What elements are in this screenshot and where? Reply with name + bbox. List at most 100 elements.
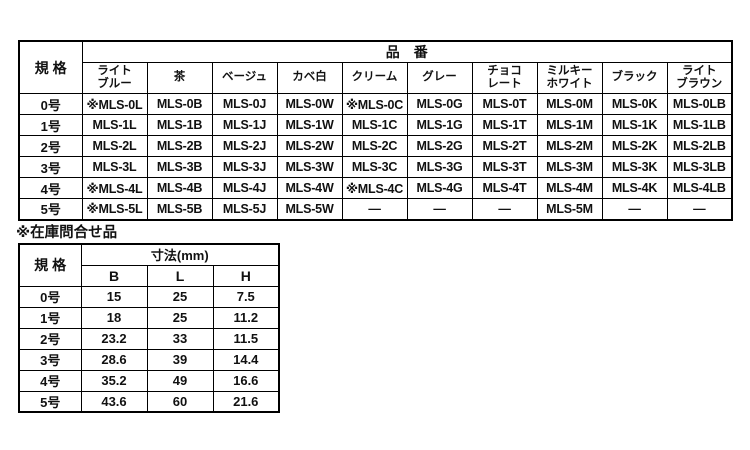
part-number-cell: MLS-0J [211,93,278,115]
part-number-cell: MLS-5M [536,198,603,220]
part-number-cell: MLS-2C [341,135,408,157]
part-number-cell: MLS-1G [406,114,473,136]
part-number-cell: — [666,198,733,220]
part-number-cell: MLS-3J [211,156,278,178]
column-header-wall-white: カベ白 [276,62,343,94]
column-header-light-blue: ライト ブルー [81,62,148,94]
part-number-cell: MLS-1W [276,114,343,136]
part-number-cell: — [406,198,473,220]
part-number-cell: MLS-1B [146,114,213,136]
part-number-cell: MLS-3T [471,156,538,178]
part-number-cell: MLS-2J [211,135,278,157]
row-header-size: 3号 [18,156,83,178]
dimension-cell: 49 [146,369,214,392]
part-number-cell: MLS-3G [406,156,473,178]
dimension-cell: 33 [146,327,214,350]
part-number-cell: — [601,198,668,220]
part-number-cell: MLS-0B [146,93,213,115]
part-number-cell: MLS-3B [146,156,213,178]
part-number-cell: MLS-3K [601,156,668,178]
column-header-cream: クリーム [341,62,408,94]
column-header-b: B [80,264,148,287]
column-header-light-brown: ライト ブラウン [666,62,733,94]
row-header-size: 1号 [18,114,83,136]
part-number-cell: MLS-1M [536,114,603,136]
dimensions-header: 寸法(mm) [80,243,280,266]
dimension-cell: 35.2 [80,369,148,392]
row-header-size: 5号 [18,390,82,413]
column-header-h: H [212,264,280,287]
dimensions-table: 規 格 寸法(mm) B L H 0号 15 25 7.5 1号 18 25 1… [18,243,281,413]
dimension-cell: 28.6 [80,348,148,371]
part-number-cell: MLS-1LB [666,114,733,136]
column-header-milky-white: ミルキー ホワイト [536,62,603,94]
row-header-size: 0号 [18,285,82,308]
part-number-cell: MLS-5W [276,198,343,220]
dimension-cell: 7.5 [212,285,280,308]
table-row-size5: 5号 ※MLS-5L MLS-5B MLS-5J MLS-5W — — — ML… [18,198,733,220]
part-number-cell: MLS-1L [81,114,148,136]
table-row-size5: 5号 43.6 60 21.6 [18,390,280,413]
header-row-colors: ライト ブルー 茶 ベージュ カベ白 クリーム グレー チョコ レート ミルキー… [19,62,733,94]
table-row-size4: 4号 ※MLS-4L MLS-4B MLS-4J MLS-4W ※MLS-4C … [18,177,733,199]
part-number-cell: ※MLS-5L [81,198,148,220]
part-number-cell: MLS-3M [536,156,603,178]
part-number-cell: MLS-5B [146,198,213,220]
dimension-cell: 11.2 [212,306,280,329]
table-row-size1: 1号 MLS-1L MLS-1B MLS-1J MLS-1W MLS-1C ML… [18,114,733,136]
part-number-cell: MLS-2LB [666,135,733,157]
part-number-cell: MLS-4LB [666,177,733,199]
column-header-chocolate: チョコ レート [471,62,538,94]
header-row-blh: B L H [19,264,280,287]
header-row-dimensions: 規 格 寸法(mm) [18,243,280,287]
part-number-cell: MLS-1K [601,114,668,136]
part-number-cell: MLS-0K [601,93,668,115]
dimension-cell: 43.6 [80,390,148,413]
row-header-size: 3号 [18,348,82,371]
part-number-cell: MLS-1T [471,114,538,136]
part-number-cell: ※MLS-0L [81,93,148,115]
header-row-part-number: 規 格 品 番 [18,40,733,94]
part-number-cell: MLS-3LB [666,156,733,178]
dimension-cell: 16.6 [212,369,280,392]
table-row-size2: 2号 23.2 33 11.5 [18,327,280,350]
table-row-size3: 3号 28.6 39 14.4 [18,348,280,371]
dimension-cell: 39 [146,348,214,371]
part-number-cell: — [471,198,538,220]
row-header-size: 4号 [18,177,83,199]
table-row-size3: 3号 MLS-3L MLS-3B MLS-3J MLS-3W MLS-3C ML… [18,156,733,178]
part-number-cell: MLS-5J [211,198,278,220]
part-number-cell: MLS-4M [536,177,603,199]
part-number-cell: MLS-2T [471,135,538,157]
part-number-cell: MLS-4B [146,177,213,199]
part-number-cell: MLS-2M [536,135,603,157]
part-number-cell: MLS-0T [471,93,538,115]
part-number-cell: MLS-2L [81,135,148,157]
dimension-cell: 14.4 [212,348,280,371]
dimension-cell: 21.6 [212,390,280,413]
dimension-cell: 25 [146,285,214,308]
part-number-cell: MLS-2B [146,135,213,157]
part-number-table: 規 格 品 番 ライト ブルー 茶 ベージュ カベ白 クリーム グレー チョコ … [18,40,734,221]
part-number-cell: MLS-0LB [666,93,733,115]
column-header-beige: ベージュ [211,62,278,94]
part-number-cell: — [341,198,408,220]
part-number-cell: MLS-3C [341,156,408,178]
dimension-cell: 11.5 [212,327,280,350]
dimension-cell: 60 [146,390,214,413]
part-number-cell: MLS-4T [471,177,538,199]
column-header-brown: 茶 [146,62,213,94]
part-number-cell: MLS-4J [211,177,278,199]
part-number-cell: ※MLS-0C [341,93,408,115]
part-number-cell: ※MLS-4C [341,177,408,199]
row-header-size: 1号 [18,306,82,329]
column-header-gray: グレー [406,62,473,94]
row-header-size: 5号 [18,198,83,220]
part-number-cell: MLS-1J [211,114,278,136]
row-header-size: 2号 [18,327,82,350]
dimension-cell: 25 [146,306,214,329]
dimension-cell: 18 [80,306,148,329]
table-row-size1: 1号 18 25 11.2 [18,306,280,329]
part-number-cell: MLS-0G [406,93,473,115]
